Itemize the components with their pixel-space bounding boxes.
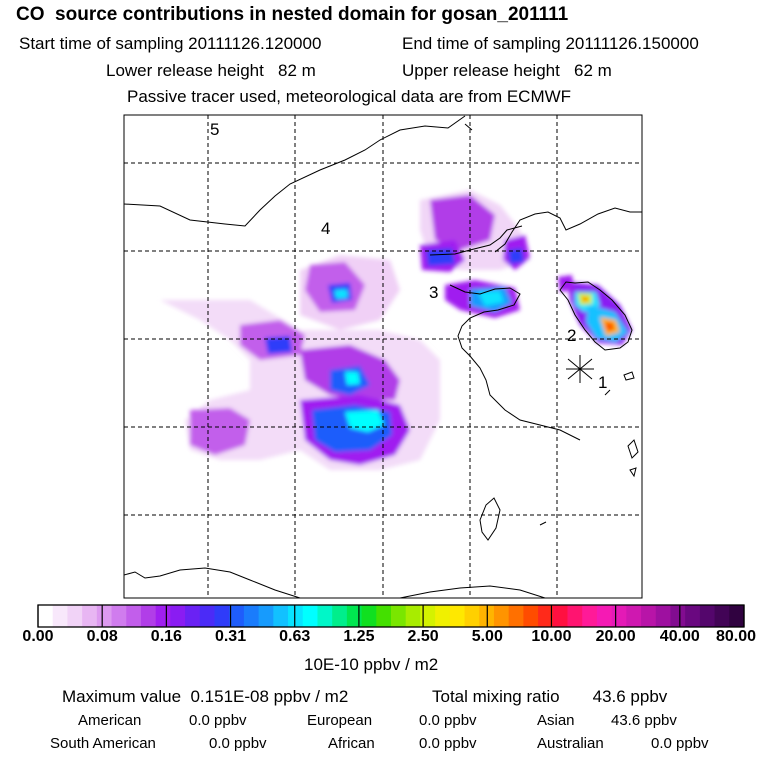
african-value: 0.0 ppbv [419,735,477,752]
color-scale-cell [464,605,480,627]
color-scale-cell [317,605,333,627]
color-scale-units: 10E-10 ppbv / m2 [304,655,439,674]
color-scale-cell [391,605,407,627]
color-scale-cell [670,605,686,627]
color-scale-cell [508,605,524,627]
south-american-value: 0.0 ppbv [209,735,267,752]
color-scale-tick-label: 1.25 [343,628,375,645]
color-scale-cell [714,605,730,627]
lower-release-height-label: Lower release height 82 m [106,61,316,80]
color-scale-cell [155,605,171,627]
marker-4: 4 [321,219,330,238]
color-scale-tick-label: 0.16 [150,628,182,645]
upper-release-height-label: Upper release height 62 m [402,61,612,80]
source-contribution-map: 5 4 3 2 1 [123,114,643,599]
color-scale-cell [111,605,127,627]
color-scale-tick-label: 80.00 [715,628,757,645]
color-scale-cell [699,605,715,627]
start-time-label: Start time of sampling 20111126.120000 [19,34,322,53]
tracer-note: Passive tracer used, meteorological data… [127,87,572,106]
south-american-label: South American [50,735,156,752]
color-scale-cell [67,605,83,627]
color-scale-cell [82,605,98,627]
color-scale-cell [199,605,215,627]
color-scale-cell [523,605,539,627]
color-scale-cell [626,605,642,627]
color-scale-cell [96,605,112,627]
color-scale-tick-label: 0.31 [214,628,247,645]
color-scale-cell [567,605,583,627]
color-scale-tick-label: 0.00 [22,628,54,645]
color-scale-tick-label: 0.63 [279,628,311,645]
color-scale-cell [435,605,451,627]
european-value: 0.0 ppbv [419,712,477,729]
marker-3: 3 [429,283,438,302]
marker-1: 1 [598,373,607,392]
asian-value: 43.6 ppbv [611,712,677,729]
map-frame [123,114,643,599]
color-scale-cell [596,605,613,627]
color-scale-cell [493,605,510,627]
graticule [124,115,642,598]
color-scale-cell [449,605,465,627]
concentration-plumes [124,115,642,598]
color-scale-cell [126,605,142,627]
african-label: African [328,735,375,752]
asian-label: Asian [537,712,575,729]
color-scale-cell [729,605,745,627]
color-scale-cell [273,605,289,627]
color-scale-tick-label: 10.00 [531,628,572,645]
american-value: 0.0 ppbv [189,712,247,729]
color-scale-cell [185,605,201,627]
color-scale-tick-label: 2.50 [407,628,439,645]
color-scale-cell [582,605,598,627]
color-scale-bar [37,604,745,628]
color-scale-cell [229,605,245,627]
color-scale-cell [376,605,392,627]
color-scale-cell [538,605,554,627]
color-scale-cell [685,605,701,627]
color-scale-cell [361,605,377,627]
color-scale-cell [302,605,318,627]
color-scale-tick-label: 5.00 [471,628,503,645]
american-label: American [78,712,142,729]
color-scale-cell [552,605,568,627]
color-scale-cell [611,605,627,627]
color-scale-cell [655,605,671,627]
color-scale-cell [420,605,436,627]
color-scale-cell [170,605,186,627]
color-scale-cell [140,605,157,627]
marker-2: 2 [567,326,576,345]
color-scale-cell [346,605,362,627]
australian-label: Australian [537,735,604,752]
color-scale-cell [214,605,230,627]
european-label: European [307,712,373,729]
color-scale-tick-label: 40.00 [659,628,700,645]
color-scale-cell [52,605,68,627]
marker-5: 5 [210,120,219,139]
color-scale-cell [38,605,54,627]
color-scale-tick-label: 0.08 [86,628,118,645]
end-time-label: End time of sampling 20111126.150000 [402,34,699,53]
map-title: CO source contributions in nested domain… [16,4,569,25]
color-scale-cell [332,605,348,627]
maximum-value: Maximum value 0.151E-08 ppbv / m2 [62,687,349,706]
color-scale-cell [641,605,657,627]
australian-value: 0.0 ppbv [651,735,709,752]
color-scale-cell [258,605,274,627]
color-scale-cell [288,605,304,627]
color-scale-tick-label: 20.00 [595,628,636,645]
color-scale-cell [243,605,260,627]
receptor-star-icon [566,355,594,383]
total-mixing-ratio: Total mixing ratio 43.6 ppbv [432,687,668,706]
color-scale-cell [405,605,421,627]
